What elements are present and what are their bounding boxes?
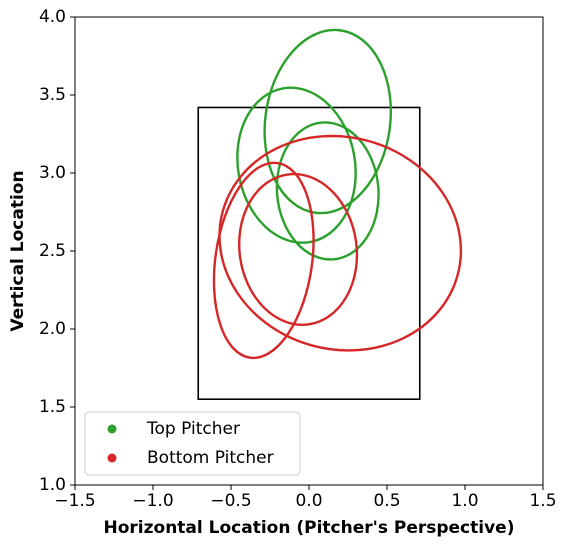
pitch-ellipse (263, 28, 393, 215)
x-tick-label: 1.5 (529, 491, 556, 511)
x-axis-label: Horizontal Location (Pitcher's Perspecti… (104, 518, 515, 538)
strike-zone (197, 106, 421, 401)
pitch-ellipse (238, 172, 359, 327)
y-tick-label: 2.5 (39, 241, 66, 261)
y-tick-label: 2.0 (39, 319, 66, 339)
y-tick-label: 3.5 (39, 85, 66, 105)
x-tick-label: 0.5 (373, 491, 400, 511)
x-tick-label: −0.5 (210, 491, 251, 511)
pitch-ellipse (275, 121, 380, 261)
y-tick-label: 1.0 (39, 475, 66, 495)
x-tick-label: −1.0 (132, 491, 173, 511)
y-tick-label: 1.5 (39, 397, 66, 417)
legend-marker (107, 424, 117, 434)
legend-box (84, 411, 301, 476)
x-tick-label: 0.0 (295, 491, 322, 511)
x-tick-label: 1.0 (451, 491, 478, 511)
axes-frame (74, 16, 544, 486)
legend-label: Top Pitcher (146, 419, 240, 439)
pitch-ellipse (236, 86, 357, 244)
pitch-ellipse (218, 134, 463, 352)
y-tick-label: 3.0 (39, 163, 66, 183)
y-tick-label: 4.0 (39, 7, 66, 27)
pitch-ellipse (212, 161, 315, 360)
x-tick-label: −1.5 (54, 491, 95, 511)
legend-marker (107, 453, 117, 463)
y-axis-label: Vertical Location (8, 170, 28, 331)
legend-label: Bottom Pitcher (147, 448, 274, 468)
